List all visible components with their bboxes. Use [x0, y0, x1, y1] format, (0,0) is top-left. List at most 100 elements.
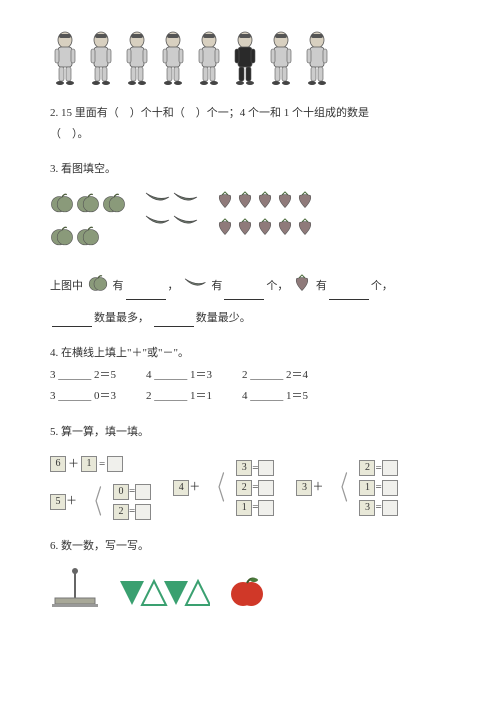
fruit-icon: [172, 214, 198, 235]
answer-box: 5: [50, 494, 66, 510]
answer-box: [382, 460, 398, 476]
fruit-icon: [276, 218, 294, 243]
q3-l1a: 上图中: [50, 280, 83, 292]
q3-line2: 数量最多， 数量最少。: [50, 310, 450, 328]
blank: [52, 316, 92, 327]
fruit-icon: [144, 214, 170, 235]
q4-row2: 3 ______ 0＝3 2 ______ 1＝1 4 ______ 1＝5: [50, 388, 450, 406]
q3-l1f: 有: [316, 280, 327, 292]
triangles-icon: [120, 578, 210, 615]
person-icon: [230, 30, 260, 85]
strawberry-icon: [293, 274, 311, 299]
calc-row: 6 ＋ 1 = 5 ＋ 〈 0 = 2 = 4 ＋〈3 = 2 = 1 = 3 …: [50, 456, 450, 521]
q3-l2a: 数量最多，: [94, 312, 149, 324]
answer-box: 3: [359, 500, 375, 516]
fruit-icon: [296, 218, 314, 243]
q6: 6. 数一数，写一写。: [50, 538, 450, 614]
answer-box: 6: [50, 456, 66, 472]
banana-group: [144, 191, 198, 255]
answer-box: [107, 456, 123, 472]
q2-line2: （ ）。: [50, 126, 450, 144]
person-icon: [86, 30, 116, 85]
answer-box: 3: [236, 460, 252, 476]
people-row: [50, 30, 450, 85]
q3-l1c: ，: [168, 280, 179, 292]
fruit-icon: [256, 191, 274, 216]
fruit-icon: [172, 191, 198, 212]
blank: [224, 289, 264, 300]
q3-l1e: 个，: [266, 280, 288, 292]
answer-box: 4: [173, 480, 189, 496]
answer-box: [258, 500, 274, 516]
q3-l1g: 个，: [371, 280, 393, 292]
q2-line1: 2. 15 里面有（ ）个十和（ ）个一；4 个一和 1 个十组成的数是: [50, 105, 450, 123]
calc-fan: 5 ＋ 〈 0 = 2 =: [50, 483, 151, 520]
person-icon: [266, 30, 296, 85]
q3-l1d: 有: [211, 280, 222, 292]
calc-fan: 4 ＋〈3 = 2 = 1 =: [173, 460, 274, 517]
answer-box: 2: [113, 504, 129, 520]
balance-icon: [50, 568, 100, 615]
person-icon: [122, 30, 152, 85]
answer-box: 3: [296, 480, 312, 496]
person-icon: [302, 30, 332, 85]
q2: 2. 15 里面有（ ）个十和（ ）个一；4 个一和 1 个十组成的数是 （ ）…: [50, 105, 450, 143]
answer-box: [258, 460, 274, 476]
answer-box: [135, 504, 151, 520]
answer-box: 1: [81, 456, 97, 472]
q5: 5. 算一算，填一填。 6 ＋ 1 = 5 ＋ 〈 0 = 2 = 4 ＋〈3 …: [50, 424, 450, 520]
answer-box: [258, 480, 274, 496]
q3-l1b: 有: [113, 280, 124, 292]
eq: 2 ______ 1＝1: [146, 388, 212, 406]
fruit-icon: [236, 191, 254, 216]
fruit-icon: [102, 191, 126, 222]
q3-title: 3. 看图填空。: [50, 161, 450, 179]
q3-l2b: 数量最少。: [196, 312, 251, 324]
eq: 4 ______ 1＝3: [146, 367, 212, 385]
fruit-icon: [144, 191, 170, 212]
eq: 3 ______ 0＝3: [50, 388, 116, 406]
calc-col: 6 ＋ 1 = 5 ＋ 〈 0 = 2 =: [50, 456, 151, 521]
fruit-icon: [276, 191, 294, 216]
fruit-icon: [50, 224, 74, 255]
answer-box: 1: [236, 500, 252, 516]
q3: 3. 看图填空。 上图中 有 ， 有 个， 有 个， 数量最多， 数量最少。: [50, 161, 450, 327]
fruit-icon: [76, 191, 100, 222]
fruit-icon: [76, 224, 100, 255]
q3-line1: 上图中 有 ， 有 个， 有 个，: [50, 273, 450, 300]
fruit-icon: [256, 218, 274, 243]
answer-box: [382, 500, 398, 516]
q4-row1: 3 ______ 2＝5 4 ______ 1＝3 2 ______ 2＝4: [50, 367, 450, 385]
eq: 2 ______ 2＝4: [242, 367, 308, 385]
blank: [154, 316, 194, 327]
answer-box: 0: [113, 484, 129, 500]
calc-line: 6 ＋ 1 =: [50, 456, 151, 474]
person-icon: [158, 30, 188, 85]
eq: 3 ______ 2＝5: [50, 367, 116, 385]
q4: 4. 在横线上填上"＋"或"－"。 3 ______ 2＝5 4 ______ …: [50, 345, 450, 406]
person-icon: [50, 30, 80, 85]
eq: 4 ______ 1＝5: [242, 388, 308, 406]
q6-title: 6. 数一数，写一写。: [50, 538, 450, 556]
answer-box: [382, 480, 398, 496]
apple-red-icon: [230, 574, 264, 615]
fruit-icon: [236, 218, 254, 243]
blank: [126, 289, 166, 300]
fruit-icon: [216, 218, 234, 243]
strawberry-group: [216, 191, 314, 255]
q6-items: [50, 568, 450, 615]
apple-icon: [88, 273, 108, 300]
people-row-section: [50, 30, 450, 85]
answer-box: [135, 484, 151, 500]
answer-box: 2: [236, 480, 252, 496]
fruit-icon: [50, 191, 74, 222]
fruit-icon: [296, 191, 314, 216]
fruit-icon: [216, 191, 234, 216]
q4-title: 4. 在横线上填上"＋"或"－"。: [50, 345, 450, 363]
q5-title: 5. 算一算，填一填。: [50, 424, 450, 442]
answer-box: 2: [359, 460, 375, 476]
answer-box: 1: [359, 480, 375, 496]
blank: [329, 289, 369, 300]
person-icon: [194, 30, 224, 85]
banana-icon: [183, 277, 206, 296]
